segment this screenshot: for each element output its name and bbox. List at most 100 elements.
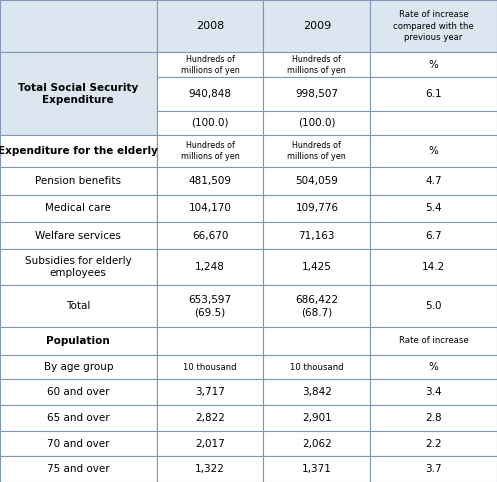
Text: 3.4: 3.4 xyxy=(425,387,442,397)
Bar xyxy=(263,379,370,405)
Bar xyxy=(263,167,370,195)
Bar xyxy=(0,379,157,405)
Text: 70 and over: 70 and over xyxy=(47,439,109,449)
Text: 686,422
(68.7): 686,422 (68.7) xyxy=(295,295,338,317)
Text: Rate of increase: Rate of increase xyxy=(399,336,469,346)
Text: Hundreds of
millions of yen: Hundreds of millions of yen xyxy=(180,54,240,75)
Bar xyxy=(263,110,370,135)
Text: 504,059: 504,059 xyxy=(295,176,338,186)
Bar xyxy=(0,167,157,195)
Text: 5.4: 5.4 xyxy=(425,203,442,213)
Bar xyxy=(263,456,370,482)
Text: %: % xyxy=(429,60,438,69)
Bar xyxy=(370,222,497,249)
Bar xyxy=(370,195,497,222)
Text: 5.0: 5.0 xyxy=(425,301,442,311)
Bar xyxy=(370,285,497,327)
Text: 1,425: 1,425 xyxy=(302,262,332,272)
Bar xyxy=(0,285,157,327)
Text: Pension benefits: Pension benefits xyxy=(35,176,121,186)
Text: Hundreds of
millions of yen: Hundreds of millions of yen xyxy=(287,141,346,161)
Bar xyxy=(157,110,263,135)
Text: 10 thousand: 10 thousand xyxy=(290,362,343,372)
Text: 2.2: 2.2 xyxy=(425,439,442,449)
Bar xyxy=(0,52,157,135)
Bar xyxy=(370,0,497,52)
Text: 60 and over: 60 and over xyxy=(47,387,109,397)
Bar xyxy=(370,52,497,77)
Text: 6.1: 6.1 xyxy=(425,89,442,99)
Text: 2,822: 2,822 xyxy=(195,413,225,423)
Bar xyxy=(157,379,263,405)
Bar xyxy=(263,195,370,222)
Bar xyxy=(263,77,370,110)
Text: Welfare services: Welfare services xyxy=(35,231,121,241)
Bar xyxy=(263,285,370,327)
Text: 14.2: 14.2 xyxy=(422,262,445,272)
Bar xyxy=(157,52,263,77)
Bar xyxy=(370,431,497,456)
Text: Hundreds of
millions of yen: Hundreds of millions of yen xyxy=(287,54,346,75)
Text: Population: Population xyxy=(46,336,110,346)
Text: (100.0): (100.0) xyxy=(191,118,229,128)
Text: 1,371: 1,371 xyxy=(302,464,332,474)
Bar xyxy=(370,456,497,482)
Text: %: % xyxy=(429,146,438,156)
Text: By age group: By age group xyxy=(44,362,113,372)
Bar xyxy=(370,405,497,431)
Bar xyxy=(370,379,497,405)
Bar xyxy=(0,327,157,355)
Text: 2,901: 2,901 xyxy=(302,413,331,423)
Text: 10 thousand: 10 thousand xyxy=(183,362,237,372)
Bar xyxy=(370,167,497,195)
Text: 2009: 2009 xyxy=(303,21,331,31)
Text: 2008: 2008 xyxy=(196,21,224,31)
Bar xyxy=(0,195,157,222)
Bar xyxy=(263,222,370,249)
Text: 3,717: 3,717 xyxy=(195,387,225,397)
Bar xyxy=(157,135,263,167)
Text: 109,776: 109,776 xyxy=(295,203,338,213)
Text: Expenditure for the elderly: Expenditure for the elderly xyxy=(0,146,158,156)
Bar xyxy=(157,405,263,431)
Text: 998,507: 998,507 xyxy=(295,89,338,99)
Text: Total Social Security
Expenditure: Total Social Security Expenditure xyxy=(18,82,138,105)
Text: 104,170: 104,170 xyxy=(188,203,232,213)
Bar xyxy=(0,405,157,431)
Bar xyxy=(0,355,157,379)
Bar xyxy=(157,285,263,327)
Text: %: % xyxy=(429,362,438,372)
Bar xyxy=(263,249,370,285)
Bar xyxy=(263,0,370,52)
Text: 2,017: 2,017 xyxy=(195,439,225,449)
Bar xyxy=(157,167,263,195)
Text: 1,322: 1,322 xyxy=(195,464,225,474)
Text: 3,842: 3,842 xyxy=(302,387,332,397)
Text: 6.7: 6.7 xyxy=(425,231,442,241)
Bar xyxy=(157,456,263,482)
Bar xyxy=(157,355,263,379)
Text: Subsidies for elderly
employees: Subsidies for elderly employees xyxy=(25,256,132,278)
Bar xyxy=(263,327,370,355)
Bar xyxy=(0,222,157,249)
Text: 4.7: 4.7 xyxy=(425,176,442,186)
Bar xyxy=(157,222,263,249)
Bar xyxy=(0,0,157,52)
Bar xyxy=(0,249,157,285)
Text: Total: Total xyxy=(66,301,90,311)
Bar xyxy=(157,0,263,52)
Bar xyxy=(0,431,157,456)
Bar xyxy=(370,77,497,110)
Text: Medical care: Medical care xyxy=(45,203,111,213)
Text: (100.0): (100.0) xyxy=(298,118,335,128)
Bar xyxy=(370,249,497,285)
Bar xyxy=(370,327,497,355)
Text: 66,670: 66,670 xyxy=(192,231,228,241)
Text: 75 and over: 75 and over xyxy=(47,464,110,474)
Text: 653,597
(69.5): 653,597 (69.5) xyxy=(188,295,232,317)
Text: 71,163: 71,163 xyxy=(299,231,335,241)
Bar xyxy=(157,195,263,222)
Text: 940,848: 940,848 xyxy=(188,89,232,99)
Text: 2,062: 2,062 xyxy=(302,439,331,449)
Bar xyxy=(0,135,157,167)
